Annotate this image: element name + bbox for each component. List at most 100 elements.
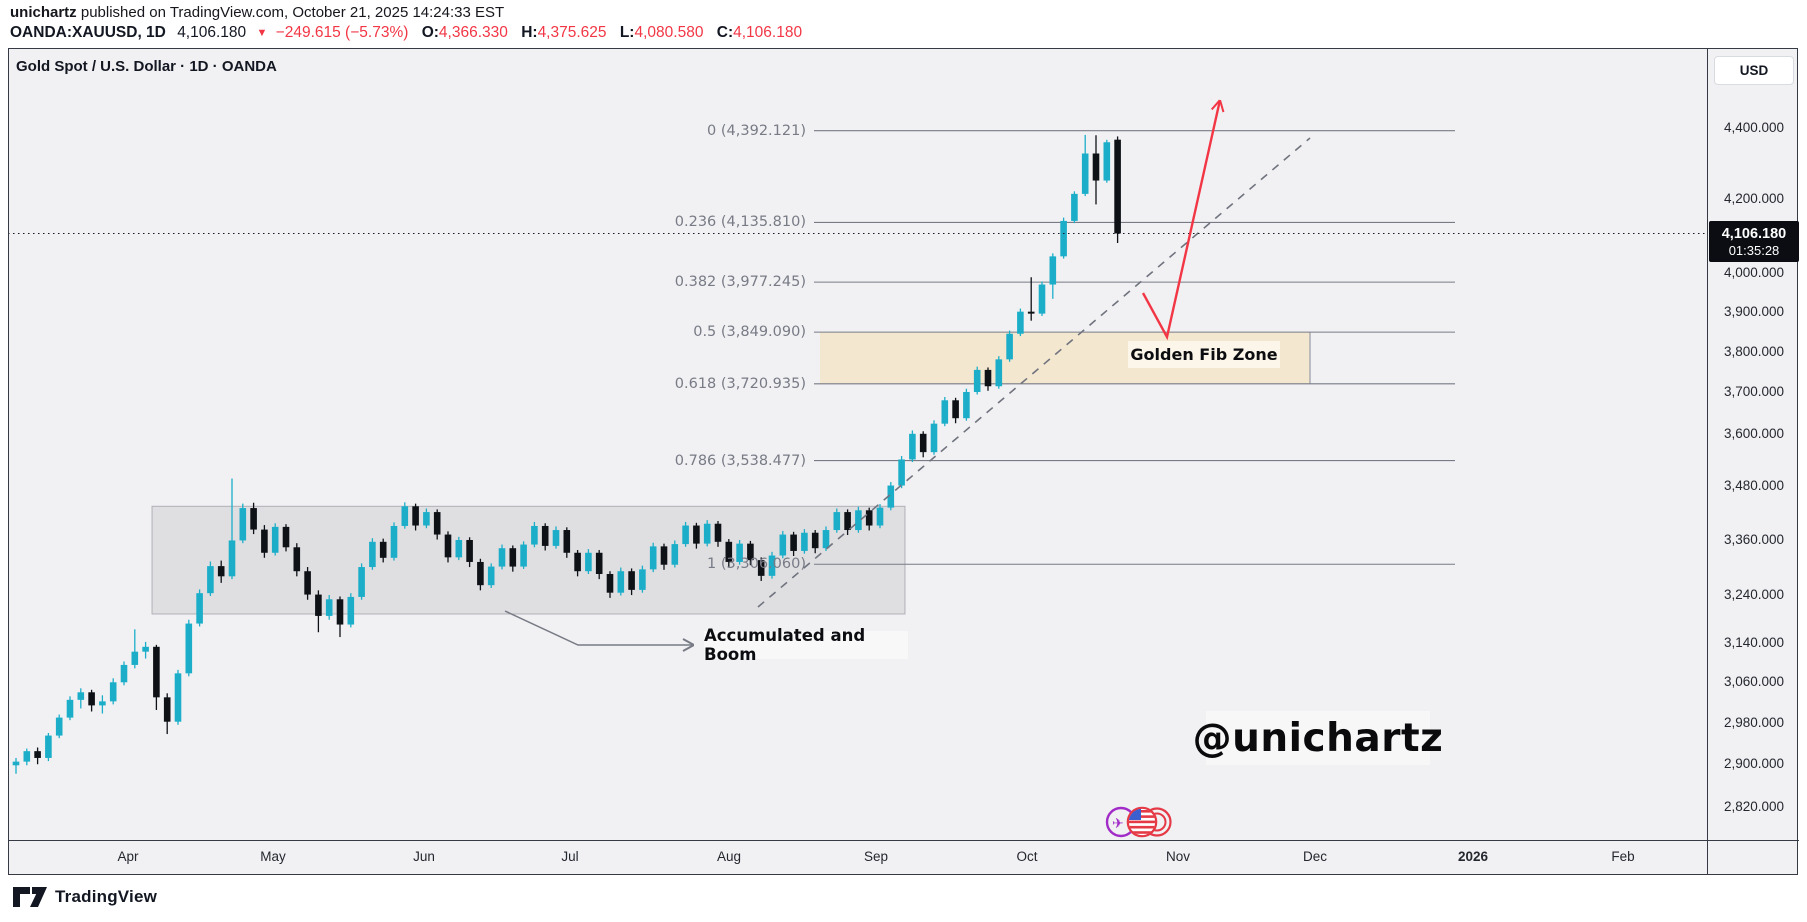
time-tick-Feb[interactable]: Feb bbox=[1611, 849, 1635, 864]
candle-body bbox=[693, 525, 700, 544]
tradingview-logo-icon bbox=[13, 887, 47, 907]
candle-body bbox=[196, 593, 203, 624]
candle-body bbox=[358, 567, 365, 597]
candle-body bbox=[1081, 153, 1089, 194]
candle-body bbox=[660, 546, 668, 565]
time-tick-2026[interactable]: 2026 bbox=[1457, 849, 1489, 864]
candle-body bbox=[423, 512, 430, 526]
candle-body bbox=[865, 510, 873, 526]
currency-button[interactable]: USD bbox=[1714, 56, 1794, 85]
candle-body bbox=[239, 508, 247, 541]
candle-body bbox=[952, 400, 959, 419]
current-price-badge[interactable]: 4,106.180 01:35:28 bbox=[1709, 221, 1799, 263]
candle-body bbox=[930, 423, 938, 453]
candle-body bbox=[325, 599, 333, 616]
candle-body bbox=[552, 530, 560, 546]
dashed-trendline[interactable] bbox=[757, 137, 1311, 608]
close-value: 4,106.180 bbox=[733, 24, 803, 41]
candle-body bbox=[671, 544, 679, 565]
accumulated-and-boom-label: Accumulated and Boom bbox=[704, 626, 908, 664]
candle-body bbox=[153, 646, 160, 698]
candle-body bbox=[876, 507, 884, 526]
red-projection-arrow[interactable] bbox=[1141, 100, 1220, 341]
candle-body bbox=[390, 525, 398, 558]
time-tick-Jul[interactable]: Jul bbox=[561, 849, 579, 864]
candle-body bbox=[77, 692, 85, 700]
price-tick-2980: 2,980.000 bbox=[1723, 714, 1785, 730]
candle-body bbox=[1114, 139, 1121, 234]
price-tick-4200: 4,200.000 bbox=[1723, 190, 1785, 206]
time-tick-Oct[interactable]: Oct bbox=[1016, 849, 1038, 864]
fib-label-0.5: 0.5 (3,849.090) bbox=[693, 324, 806, 341]
down-triangle-icon: ▼ bbox=[256, 27, 268, 39]
candle-body bbox=[563, 530, 571, 553]
price-tick-3900: 3,900.000 bbox=[1723, 304, 1785, 320]
candle-body bbox=[585, 552, 592, 572]
candle-body bbox=[531, 525, 538, 545]
high-label: H: bbox=[521, 24, 538, 41]
golden-fib-zone-label: Golden Fib Zone bbox=[1128, 341, 1280, 368]
candle-body bbox=[811, 532, 819, 549]
candle-body bbox=[466, 539, 473, 562]
candle-body bbox=[509, 548, 517, 567]
fib-label-0.618: 0.618 (3,720.935) bbox=[674, 375, 806, 392]
time-tick-Dec[interactable]: Dec bbox=[1302, 849, 1327, 864]
candle-body bbox=[973, 369, 981, 393]
time-tick-May[interactable]: May bbox=[260, 849, 286, 864]
candle-body bbox=[336, 599, 344, 625]
publish-info-line: unichartz published on TradingView.com, … bbox=[10, 4, 504, 21]
candle-body bbox=[142, 646, 149, 652]
price-tick-3140: 3,140.000 bbox=[1723, 634, 1785, 650]
candle-body bbox=[898, 459, 905, 486]
candle-body bbox=[714, 523, 722, 542]
candle-body bbox=[228, 540, 236, 577]
candle-body bbox=[909, 433, 916, 460]
candle-body bbox=[995, 359, 1003, 387]
candle-body bbox=[1071, 193, 1078, 221]
candle-body bbox=[55, 717, 63, 736]
watermark: @unichartz bbox=[1193, 711, 1443, 765]
candle-body bbox=[1038, 284, 1046, 314]
open-label: O: bbox=[421, 24, 439, 41]
candle-body bbox=[401, 506, 409, 526]
candle-body bbox=[649, 546, 657, 570]
candle-body bbox=[433, 512, 441, 535]
time-tick-Apr[interactable]: Apr bbox=[117, 849, 139, 864]
candle-body bbox=[498, 548, 506, 567]
candle-body bbox=[1017, 311, 1024, 334]
price-axis-separator bbox=[1707, 48, 1708, 875]
tradingview-logo[interactable]: TradingView bbox=[12, 884, 157, 910]
candle-body bbox=[477, 561, 484, 586]
time-tick-Jun[interactable]: Jun bbox=[413, 849, 435, 864]
candle-body bbox=[606, 573, 614, 593]
accumulation-box bbox=[151, 505, 906, 615]
symbol-ohlc-line: OANDA:XAUUSD, 1D 4,106.180 ▼ −249.615 (−… bbox=[10, 24, 802, 42]
time-axis-separator bbox=[8, 840, 1799, 841]
candle-body bbox=[444, 534, 452, 558]
open-value: 4,366.330 bbox=[438, 24, 508, 41]
price-tick-3700: 3,700.000 bbox=[1723, 384, 1785, 400]
svg-text:✈: ✈ bbox=[1112, 815, 1124, 831]
candle-body bbox=[1049, 256, 1057, 285]
candle-body bbox=[369, 541, 376, 568]
candle-body bbox=[855, 510, 862, 531]
time-tick-Sep[interactable]: Sep bbox=[863, 849, 889, 864]
candle-body bbox=[250, 508, 257, 530]
candle-body bbox=[217, 566, 225, 577]
candle-body bbox=[131, 651, 139, 665]
candle-body bbox=[844, 512, 851, 531]
time-tick-Aug[interactable]: Aug bbox=[716, 849, 742, 864]
circles-logo-icon: ✈ bbox=[1105, 806, 1172, 838]
candle-body bbox=[617, 571, 625, 593]
time-tick-Nov[interactable]: Nov bbox=[1165, 849, 1190, 864]
chart-title: Gold Spot / U.S. Dollar · 1D · OANDA bbox=[16, 58, 277, 75]
candle-body bbox=[963, 392, 970, 419]
plot-graphics: ✈ bbox=[9, 100, 1706, 838]
candle-body bbox=[736, 543, 743, 562]
fib-label-0: 0 (4,392.121) bbox=[707, 122, 806, 139]
candle-body bbox=[99, 701, 106, 706]
candle-body bbox=[779, 534, 787, 556]
candle-body bbox=[293, 547, 301, 572]
candle-body bbox=[757, 560, 765, 576]
last-price: 4,106.180 bbox=[177, 24, 247, 41]
